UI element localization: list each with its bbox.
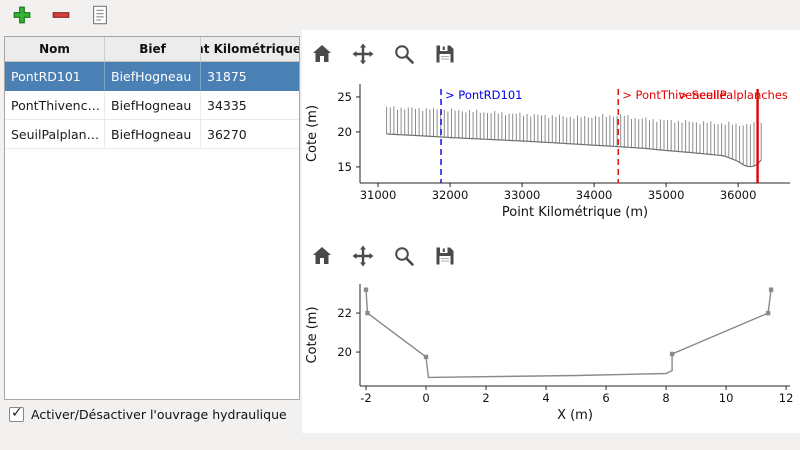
x-tick-label: 31000 (360, 188, 397, 202)
cell-pk: 31875 (207, 68, 247, 84)
table-row-pontthivencelle[interactable]: PontThivencelle BiefHogneau 34335 (5, 91, 299, 120)
station-marker-label: > PontRD101 (445, 88, 522, 102)
table-header: Nom Bief Point Kilométrique (5, 37, 299, 62)
x-tick-label: 32000 (432, 188, 469, 202)
y-tick-label: 20 (337, 125, 352, 139)
column-header-bief-label: Bief (139, 42, 166, 56)
y-tick-label: 15 (337, 160, 352, 174)
cell-bief: BiefHogneau (105, 91, 201, 119)
cross-section-markers (363, 287, 774, 360)
cell-bief: BiefHogneau (105, 62, 201, 90)
main-toolbar (0, 0, 800, 30)
cross-section-plot[interactable]: -2 0 2 4 6 8 10 12 20 22 X (m) Cote (m) (302, 276, 800, 432)
cell-pk: 36270 (207, 126, 247, 142)
plus-icon (13, 6, 31, 24)
x-tick-label: 12 (779, 391, 794, 405)
y-axis-title: Cote (m) (305, 306, 320, 363)
activate-checkbox[interactable] (9, 405, 24, 422)
pan-button[interactable] (349, 40, 377, 68)
edit-button[interactable] (88, 3, 112, 27)
column-header-pk-label: Point Kilométrique (201, 42, 300, 56)
document-icon (93, 5, 107, 25)
cell-nom: SeuilPalplanches (5, 120, 105, 148)
y-tick-label: 22 (337, 306, 352, 320)
profile-plot-toolbar (308, 40, 459, 68)
y-axis-title: Cote (m) (305, 105, 320, 162)
home-icon (313, 45, 331, 62)
magnifier-icon (395, 45, 414, 64)
x-axis-title: Point Kilométrique (m) (502, 205, 648, 220)
save-button[interactable] (431, 242, 459, 270)
plots-panel: 31000 32000 33000 34000 35000 36000 15 20 25 Poin… (302, 30, 800, 433)
x-tick-label: 36000 (720, 188, 757, 202)
column-header-nom-label: Nom (39, 42, 70, 56)
add-button[interactable] (10, 3, 34, 27)
table-row-pontrd101[interactable]: PontRD101 BiefHogneau 31875 (5, 62, 299, 91)
pan-arrows-icon (352, 245, 374, 267)
activate-checkbox-label: Activer/Désactiver l'ouvrage hydraulique (31, 407, 287, 422)
column-header-pk[interactable]: Point Kilométrique (201, 37, 300, 61)
x-tick-label: 4 (542, 391, 549, 405)
cell-nom: PontRD101 (5, 62, 105, 90)
x-tick-label: 33000 (504, 188, 541, 202)
y-tick-label: 25 (337, 90, 352, 104)
x-tick-label: -2 (360, 391, 371, 405)
pan-arrows-icon (352, 43, 374, 65)
x-tick-label: 6 (602, 391, 609, 405)
station-marker-label: > PontThivencelle (622, 88, 726, 102)
cross-section-line (365, 289, 772, 379)
floppy-disk-icon (436, 247, 454, 265)
column-header-bief[interactable]: Bief (105, 37, 201, 61)
cross-sections-hatch (386, 106, 762, 167)
cell-bief: BiefHogneau (105, 120, 201, 148)
x-tick-label: 10 (719, 391, 734, 405)
x-tick-label: 8 (662, 391, 669, 405)
x-tick-label: 0 (422, 391, 429, 405)
x-tick-label: 2 (482, 391, 489, 405)
x-tick-label: 34000 (576, 188, 613, 202)
zoom-button[interactable] (390, 242, 418, 270)
x-tick-label: 35000 (648, 188, 685, 202)
magnifier-icon (395, 247, 414, 266)
activate-ouvrage-row[interactable]: Activer/Désactiver l'ouvrage hydraulique (9, 405, 287, 422)
save-button[interactable] (431, 40, 459, 68)
column-header-nom[interactable]: Nom (5, 37, 105, 61)
minus-icon (52, 12, 70, 18)
pan-button[interactable] (349, 242, 377, 270)
bed-profile-line (386, 133, 762, 168)
table-row-seuilpalplanches[interactable]: SeuilPalplanches BiefHogneau 36270 (5, 120, 299, 149)
zoom-button[interactable] (390, 40, 418, 68)
section-plot-toolbar (308, 242, 459, 270)
y-tick-label: 20 (337, 345, 352, 359)
cell-nom: PontThivencelle (5, 91, 105, 119)
floppy-disk-icon (436, 45, 454, 63)
remove-button[interactable] (49, 3, 73, 27)
home-button[interactable] (308, 40, 336, 68)
x-axis-title: X (m) (557, 408, 593, 423)
longitudinal-profile-plot[interactable]: 31000 32000 33000 34000 35000 36000 15 20 25 Poin… (302, 78, 800, 238)
ouvrages-table: Nom Bief Point Kilométrique PontRD101 Bi… (4, 36, 300, 400)
home-icon (313, 247, 331, 264)
cell-pk: 34335 (207, 97, 247, 113)
home-button[interactable] (308, 242, 336, 270)
station-marker-label: > SeuilPalplanches (678, 88, 788, 102)
